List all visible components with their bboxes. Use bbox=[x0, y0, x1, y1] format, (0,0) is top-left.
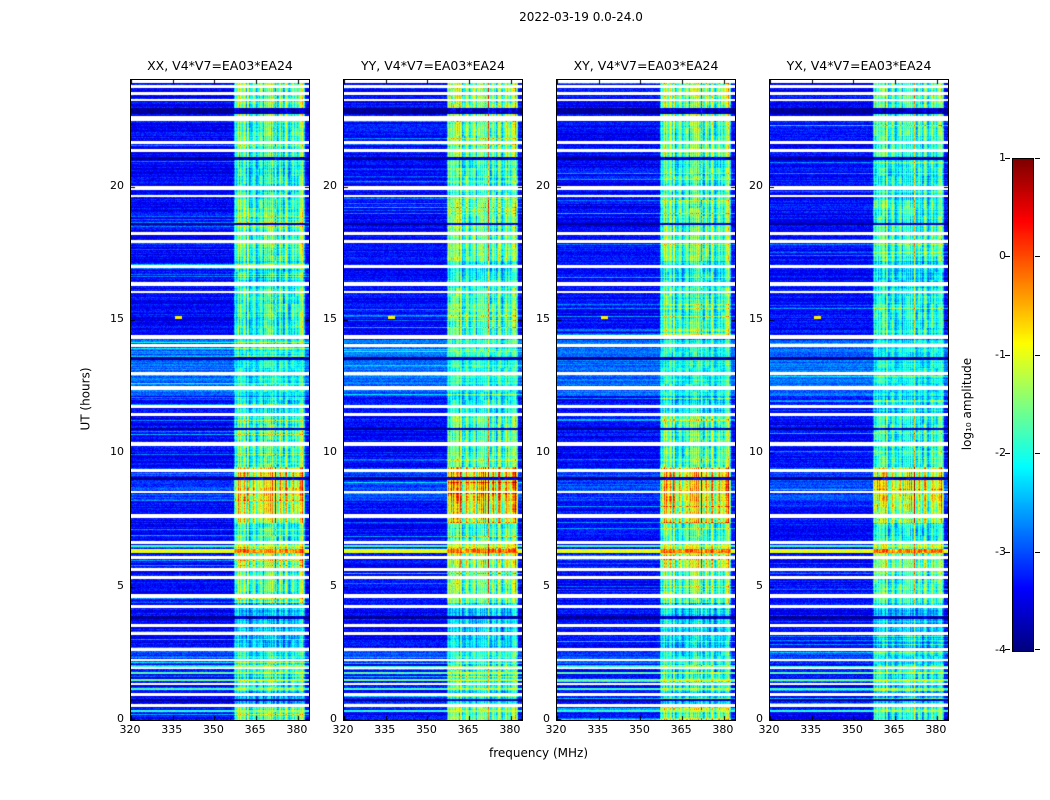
colorbar: 1 0 -1 -2 -3 -4 log₁₀ amplitude bbox=[960, 151, 1040, 656]
colorbar-tick-label: 0 bbox=[999, 249, 1006, 263]
panel-title-yy: YY, V4*V7=EA03*EA24 bbox=[361, 58, 505, 73]
x-axis-label: frequency (MHz) bbox=[488, 746, 589, 760]
x-tick-label: 365 bbox=[883, 723, 905, 736]
x-tick-label: 380 bbox=[499, 723, 521, 736]
y-axis-label: UT (hours) bbox=[79, 367, 93, 431]
colorbar-gradient bbox=[1012, 158, 1034, 652]
y-tick-label: 20 bbox=[323, 178, 337, 192]
x-tick-label: 380 bbox=[286, 723, 308, 736]
x-tick-label: 320 bbox=[545, 723, 567, 736]
x-tick-label: 350 bbox=[202, 723, 224, 736]
x-tick-label: 365 bbox=[457, 723, 479, 736]
x-tick-label: 380 bbox=[925, 723, 947, 736]
y-tick-label: 0 bbox=[117, 712, 124, 725]
x-tick-label: 365 bbox=[244, 723, 266, 736]
colorbar-tick-mark bbox=[1005, 158, 1010, 159]
y-tick-label: 5 bbox=[330, 578, 337, 592]
spectrogram-panel-yy: YY, V4*V7=EA03*EA24 320 335 350 365 380 0 5 10 1… bbox=[323, 58, 523, 768]
colorbar-tick-mark bbox=[1005, 552, 1010, 553]
colorbar-tick-mark bbox=[1005, 355, 1010, 356]
y-axis-label-wrap: UT (hours) bbox=[78, 79, 94, 719]
colorbar-tick-label: -2 bbox=[995, 446, 1006, 460]
x-tick-label: 365 bbox=[670, 723, 692, 736]
y-tick-label: 0 bbox=[756, 712, 763, 725]
colorbar-tick-mark bbox=[1005, 649, 1010, 650]
x-tick-label: 320 bbox=[758, 723, 780, 736]
y-tick-label: 0 bbox=[330, 712, 337, 725]
colorbar-tick-mark bbox=[1035, 552, 1040, 553]
colorbar-tick-label: -4 bbox=[995, 643, 1006, 656]
colorbar-tick-label: 1 bbox=[999, 151, 1006, 164]
x-tick-label: 335 bbox=[374, 723, 396, 736]
y-tick-label: 20 bbox=[749, 178, 763, 192]
colorbar-tick-mark bbox=[1035, 158, 1040, 159]
colorbar-tick-mark bbox=[1005, 256, 1010, 257]
x-tick-label: 335 bbox=[587, 723, 609, 736]
y-tick-label: 5 bbox=[543, 578, 550, 592]
x-tick-label: 350 bbox=[415, 723, 437, 736]
y-tick-label: 10 bbox=[110, 445, 124, 459]
x-tick-label: 350 bbox=[628, 723, 650, 736]
colorbar-label-wrap: log₁₀ amplitude bbox=[960, 158, 974, 650]
x-tick-label: 335 bbox=[161, 723, 183, 736]
colorbar-tick-mark bbox=[1035, 355, 1040, 356]
colorbar-tick-mark bbox=[1035, 256, 1040, 257]
panel-title-yx: YX, V4*V7=EA03*EA24 bbox=[786, 58, 932, 73]
spectrogram-panel-xy: XY, V4*V7=EA03*EA24 320 335 350 365 380 0 5 10 1… bbox=[536, 58, 736, 768]
spectrogram-canvas-xy bbox=[556, 79, 736, 721]
x-tick-label: 320 bbox=[332, 723, 354, 736]
spectrogram-panel-yx: YX, V4*V7=EA03*EA24 320 335 350 365 380 0 5 10 1… bbox=[749, 58, 949, 768]
y-tick-label: 10 bbox=[536, 445, 550, 459]
colorbar-tick-label: -3 bbox=[995, 544, 1006, 558]
y-tick-label: 15 bbox=[110, 312, 124, 325]
colorbar-tick-mark bbox=[1035, 453, 1040, 454]
spectrogram-canvas-yx bbox=[769, 79, 949, 721]
colorbar-tick-mark bbox=[1035, 649, 1040, 650]
y-tick-label: 15 bbox=[536, 312, 550, 325]
y-tick-label: 5 bbox=[756, 578, 763, 592]
spectrogram-canvas-xx bbox=[130, 79, 310, 721]
y-tick-label: 20 bbox=[536, 178, 550, 192]
colorbar-tick-label: -1 bbox=[995, 347, 1006, 361]
y-tick-label: 10 bbox=[323, 445, 337, 459]
y-tick-label: 0 bbox=[543, 712, 550, 725]
spectrogram-panel-xx: XX, V4*V7=EA03*EA24 320 335 350 365 380 0 5 10 1… bbox=[110, 58, 310, 768]
y-tick-label: 5 bbox=[117, 578, 124, 592]
x-tick-label: 320 bbox=[119, 723, 141, 736]
y-tick-label: 15 bbox=[749, 312, 763, 325]
panel-title-xx: XX, V4*V7=EA03*EA24 bbox=[147, 58, 293, 73]
x-tick-label: 350 bbox=[841, 723, 863, 736]
y-tick-label: 10 bbox=[749, 445, 763, 459]
colorbar-label: log₁₀ amplitude bbox=[960, 357, 974, 451]
y-tick-label: 15 bbox=[323, 312, 337, 325]
spectrogram-canvas-yy bbox=[343, 79, 523, 721]
colorbar-tick-mark bbox=[1005, 453, 1010, 454]
x-tick-label: 335 bbox=[800, 723, 822, 736]
y-tick-label: 20 bbox=[110, 178, 124, 192]
x-tick-label: 380 bbox=[712, 723, 734, 736]
panel-title-xy: XY, V4*V7=EA03*EA24 bbox=[573, 58, 719, 73]
figure-title: 2022-03-19 0.0-24.0 bbox=[519, 10, 643, 24]
